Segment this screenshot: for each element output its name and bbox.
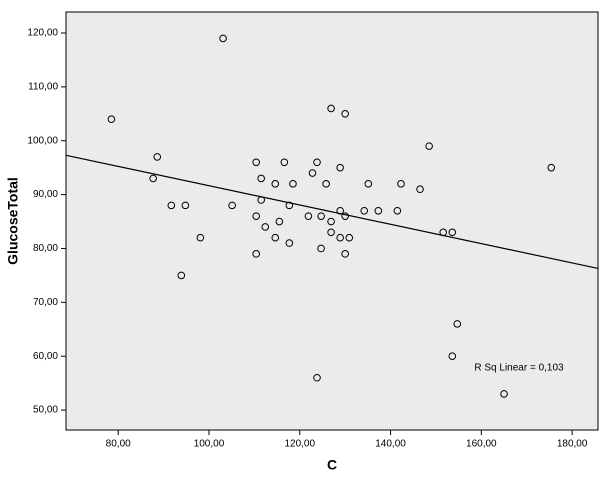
y-axis-title: GlucoseTotal <box>5 177 21 265</box>
point <box>313 158 321 167</box>
point <box>228 201 236 210</box>
point <box>453 320 462 328</box>
point <box>181 201 190 210</box>
point <box>304 212 313 220</box>
point <box>448 352 457 361</box>
x-axis-title: C <box>327 457 337 473</box>
plot-area <box>65 11 599 431</box>
point <box>425 142 433 150</box>
point <box>547 163 556 172</box>
y-tick-label: 110,00 <box>28 82 58 93</box>
point <box>257 174 265 183</box>
point <box>341 212 349 220</box>
y-tick-label: 60,00 <box>33 351 58 362</box>
point <box>397 180 405 188</box>
point <box>327 217 335 226</box>
y-tick-label: 70,00 <box>33 297 58 308</box>
point <box>177 271 186 280</box>
annotation: R Sq Linear = 0,103 <box>474 363 564 374</box>
point <box>149 174 157 183</box>
point <box>285 201 294 210</box>
point <box>360 206 369 215</box>
point <box>448 228 457 237</box>
point <box>336 163 344 172</box>
point <box>341 110 349 118</box>
point <box>271 233 280 242</box>
y-tick-label: 100,00 <box>27 135 58 146</box>
point <box>196 233 205 242</box>
point <box>345 233 354 242</box>
point <box>153 153 162 161</box>
point <box>280 158 289 167</box>
point <box>289 180 297 188</box>
y-tick-label: 50,00 <box>33 405 58 416</box>
point <box>167 201 176 210</box>
x-tick-label: 80,00 <box>106 439 131 450</box>
point <box>500 390 508 398</box>
x-tick-label: 140,00 <box>375 439 406 450</box>
point <box>393 206 402 215</box>
fit-line <box>65 154 599 269</box>
point <box>327 104 335 113</box>
point <box>416 185 424 194</box>
point <box>327 228 335 237</box>
x-tick-label: 100,00 <box>194 439 225 450</box>
point <box>107 115 116 123</box>
y-tick-label: 120,00 <box>27 28 58 39</box>
x-tick-label: 180,00 <box>557 439 588 450</box>
point <box>219 34 227 43</box>
point <box>285 239 294 247</box>
point <box>317 244 325 253</box>
point <box>374 206 383 215</box>
x-tick-label: 160,00 <box>466 439 497 450</box>
x-tick-label: 120,00 <box>284 439 315 450</box>
point <box>336 233 344 242</box>
y-tick-label: 80,00 <box>33 243 58 254</box>
point <box>252 158 260 167</box>
point <box>308 169 317 177</box>
point <box>261 223 270 231</box>
point <box>313 373 321 382</box>
point <box>252 212 260 220</box>
point <box>364 180 373 188</box>
y-tick-label: 90,00 <box>33 189 58 200</box>
point <box>317 212 325 220</box>
point <box>252 250 260 258</box>
point <box>341 250 349 258</box>
point <box>275 217 284 226</box>
point <box>322 180 330 188</box>
point <box>271 180 280 188</box>
